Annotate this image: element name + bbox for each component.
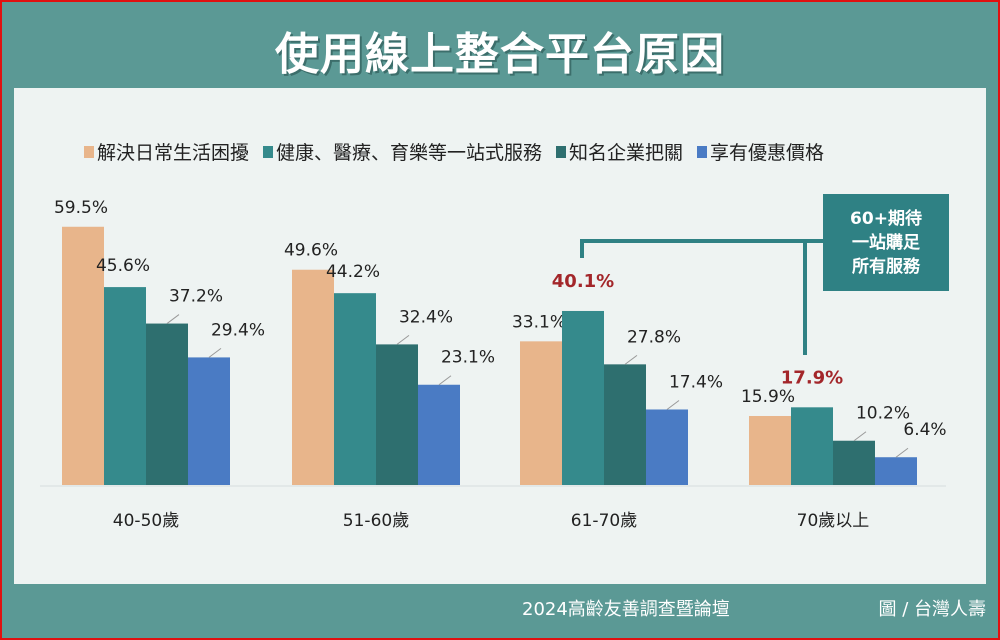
bar	[334, 293, 376, 485]
bar	[292, 269, 334, 485]
bar	[62, 226, 104, 485]
category-label: 51-60歲	[343, 511, 409, 531]
legend-swatch	[84, 145, 94, 158]
legend: 解決日常生活困擾 健康、醫療、育樂等一站式服務 知名企業把關 享有優惠價格	[84, 138, 824, 165]
data-label: 40.1%	[552, 271, 614, 292]
bar	[791, 407, 833, 485]
leader-line	[853, 431, 867, 442]
annotation-box: 60+期待 一站購足 所有服務	[823, 194, 949, 291]
credit-text: 圖 / 台灣人壽	[878, 599, 986, 620]
leader-line	[396, 334, 410, 345]
data-label: 6.4%	[903, 420, 946, 440]
data-label: 23.1%	[441, 348, 495, 368]
data-label: 15.9%	[741, 387, 795, 407]
legend-item: 知名企業把關	[556, 138, 683, 165]
bar	[376, 344, 418, 485]
category-label: 40-50歲	[113, 511, 179, 531]
leader-line	[438, 375, 452, 386]
data-label: 17.9%	[781, 367, 843, 388]
legend-label: 知名企業把關	[569, 142, 684, 164]
source-text: 2024高齡友善調查暨論壇	[522, 599, 730, 620]
bar	[749, 415, 791, 485]
category-label: 61-70歲	[571, 511, 637, 531]
legend-item: 享有優惠價格	[697, 138, 824, 165]
bar	[833, 440, 875, 485]
bar	[875, 457, 917, 485]
data-label: 49.6%	[284, 241, 338, 261]
chart-title: 使用線上整合平台原因	[275, 29, 725, 80]
legend-item: 解決日常生活困擾	[84, 138, 249, 165]
bar	[418, 384, 460, 485]
data-label: 37.2%	[169, 287, 223, 307]
legend-swatch	[556, 145, 567, 158]
legend-swatch	[263, 145, 274, 158]
annotation-line: 所有服務	[852, 256, 920, 277]
data-label: 10.2%	[856, 404, 910, 424]
legend-label: 享有優惠價格	[710, 142, 825, 164]
data-label: 29.4%	[211, 320, 265, 340]
leader-line	[166, 314, 180, 324]
data-label: 33.1%	[512, 312, 566, 332]
data-label: 45.6%	[96, 256, 150, 276]
bar	[146, 323, 188, 485]
legend-item: 健康、醫療、育樂等一站式服務	[263, 138, 542, 165]
leader-line	[666, 400, 680, 410]
leader-line	[208, 348, 222, 358]
legend-swatch	[697, 145, 708, 158]
data-label: 32.4%	[399, 307, 453, 327]
annotation-line: 60+期待	[850, 208, 922, 229]
bar	[520, 341, 562, 485]
leader-line	[624, 354, 638, 365]
bar	[646, 409, 688, 485]
annotation-bracket	[580, 239, 823, 258]
data-label: 59.5%	[54, 198, 108, 218]
leader-line	[895, 447, 909, 458]
annotation-line: 一站購足	[852, 232, 920, 253]
data-label: 27.8%	[627, 327, 681, 347]
data-label: 17.4%	[669, 372, 723, 392]
bar	[562, 310, 604, 485]
legend-label: 解決日常生活困擾	[97, 142, 250, 164]
category-label: 70歲以上	[797, 511, 870, 531]
legend-label: 健康、醫療、育樂等一站式服務	[276, 142, 543, 164]
bar	[104, 287, 146, 485]
data-label: 44.2%	[326, 262, 380, 282]
bar	[604, 364, 646, 485]
bar	[188, 357, 230, 485]
